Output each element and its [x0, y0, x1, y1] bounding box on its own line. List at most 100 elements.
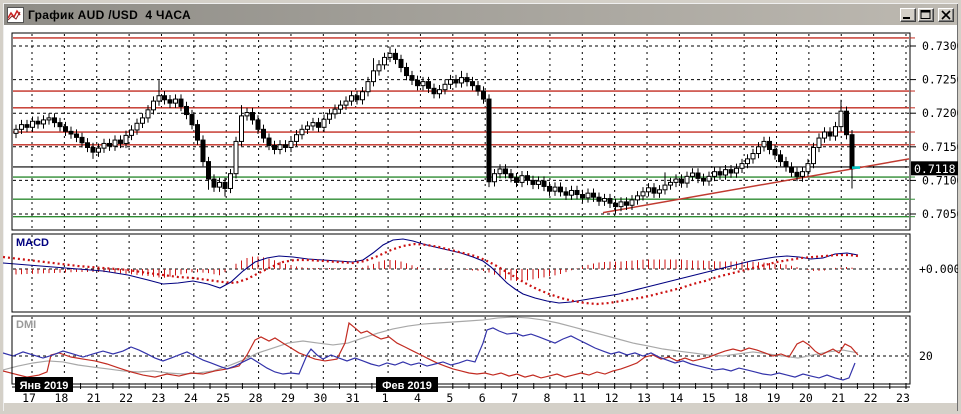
candle-up: [371, 70, 376, 83]
candle-down: [651, 187, 657, 194]
candle-up: [585, 192, 591, 199]
candle-up: [145, 109, 151, 119]
price-label: 0.7300: [922, 39, 961, 53]
candle-down: [316, 122, 321, 128]
candle-up: [761, 140, 767, 148]
candle-down: [778, 154, 783, 163]
candle-up: [745, 158, 750, 165]
candle-down: [211, 178, 217, 188]
candle-up: [629, 199, 635, 206]
candle-down: [503, 168, 508, 175]
candle-down: [563, 191, 569, 196]
candle-up: [13, 128, 19, 134]
chart-icon: [7, 6, 24, 23]
candle-down: [255, 119, 261, 130]
month-label: Янв 2019: [20, 380, 69, 392]
candle-down: [453, 79, 459, 84]
candle-down: [591, 192, 596, 198]
candle-down: [844, 110, 849, 136]
candle-up: [552, 186, 558, 192]
candle-up: [310, 122, 316, 127]
candle-up: [288, 140, 294, 148]
candle-up: [19, 124, 24, 130]
candle-down: [52, 117, 57, 124]
candle-up: [41, 119, 46, 125]
candle-down: [167, 99, 173, 104]
dmi-panel-border: [11, 315, 911, 385]
candle-down: [530, 179, 536, 185]
candle-down: [481, 90, 486, 100]
maximize-icon: [920, 9, 931, 19]
candle-up: [233, 140, 239, 175]
candle-up: [833, 126, 838, 137]
candle-up: [376, 64, 382, 72]
candle-down: [470, 81, 475, 87]
candle-down: [728, 169, 734, 174]
minimize-icon: [903, 16, 910, 19]
candle-down: [206, 161, 211, 180]
candle-up: [294, 134, 299, 142]
candle-up: [382, 56, 387, 66]
candle-up: [657, 189, 662, 194]
candle-down: [827, 131, 833, 137]
candle-down: [79, 136, 85, 144]
candle-up: [756, 146, 761, 155]
main-panel: [12, 33, 910, 230]
maximize-button[interactable]: [918, 7, 934, 22]
candle-down: [431, 87, 437, 95]
current-price-label: 0.7118: [914, 162, 956, 176]
candle-down: [195, 124, 200, 141]
trendline: [602, 158, 910, 214]
candle-down: [272, 144, 277, 150]
close-button[interactable]: [938, 7, 954, 22]
candle-up: [822, 131, 827, 139]
main-panel-border: [11, 32, 911, 231]
candle-up: [816, 137, 822, 148]
candle-down: [426, 81, 431, 89]
candle-down: [409, 75, 415, 81]
candle-up: [360, 91, 365, 101]
candle-down: [607, 198, 613, 204]
candle-down: [574, 189, 580, 196]
macd-panel-border: [11, 233, 911, 313]
candle-up: [30, 120, 35, 128]
candle-down: [679, 178, 684, 184]
candle-down: [24, 124, 30, 128]
candle-up: [734, 167, 739, 174]
window-bottom-border: [4, 402, 957, 411]
candle-down: [541, 180, 547, 187]
candle-down: [57, 122, 63, 128]
minimize-button[interactable]: [900, 7, 916, 22]
candle-down: [404, 67, 409, 77]
minus-di-line: [3, 327, 856, 381]
candle-up: [387, 52, 393, 58]
candle-down: [475, 85, 481, 92]
candle-up: [299, 128, 305, 136]
candle-down: [624, 201, 629, 206]
price-label: 0.7200: [922, 106, 961, 120]
candle-up: [140, 117, 145, 124]
month-label: Фев 2019: [382, 380, 432, 392]
candle-down: [701, 177, 706, 182]
macd-line: [3, 238, 859, 304]
current-price-box: [911, 161, 958, 176]
window-titlebar[interactable]: График AUD /USD 4 ЧАСА: [4, 4, 957, 25]
candle-down: [767, 140, 772, 150]
macd-panel: [12, 234, 910, 312]
candle-down: [63, 126, 68, 132]
candle-up: [519, 175, 525, 183]
dmi-label: DMI: [16, 319, 36, 331]
candle-down: [35, 120, 41, 125]
adx-line: [3, 316, 859, 375]
candle-up: [569, 189, 574, 196]
candle-down: [90, 146, 96, 153]
candle-up: [365, 81, 371, 93]
candle-up: [228, 173, 233, 189]
candle-up: [129, 129, 134, 136]
candle-up: [739, 163, 745, 169]
month-box: [15, 377, 73, 392]
candle-down: [74, 133, 79, 138]
price-label: 0.7150: [922, 140, 961, 154]
macd-zero-label: +0.000: [919, 262, 961, 276]
